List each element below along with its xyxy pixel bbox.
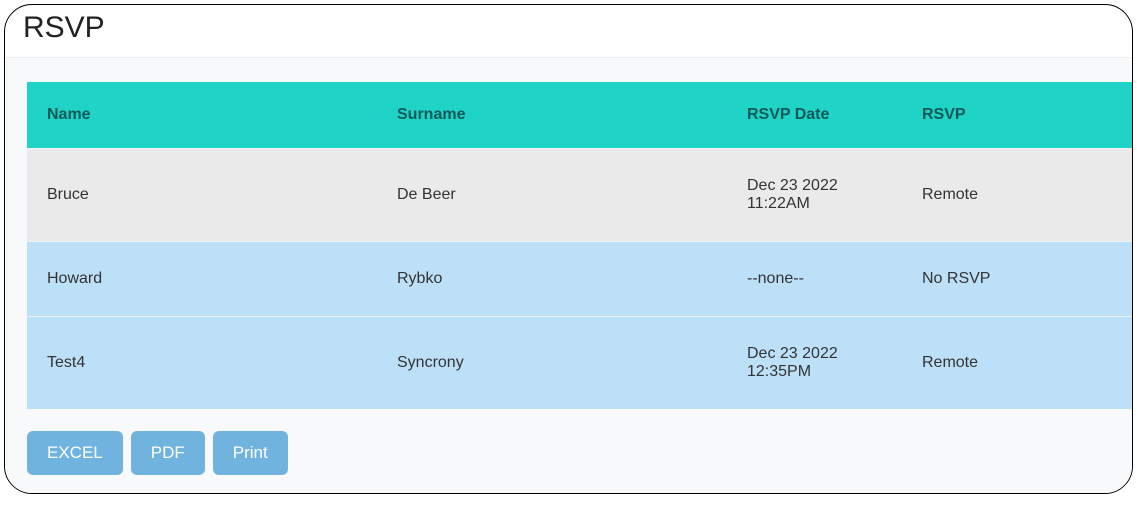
cell-surname: Syncrony <box>377 316 727 409</box>
cell-surname: Rybko <box>377 241 727 316</box>
col-header-rsvp[interactable]: RSVP <box>902 82 1132 148</box>
rsvp-card: RSVP Name Surname RSVP Date RSVP Bruce D… <box>4 4 1133 494</box>
col-header-surname[interactable]: Surname <box>377 82 727 148</box>
table-row: Bruce De Beer Dec 23 2022 11:22AM Remote <box>27 148 1132 241</box>
cell-surname: De Beer <box>377 148 727 241</box>
table-header-row: Name Surname RSVP Date RSVP <box>27 82 1132 148</box>
cell-name: Test4 <box>27 316 377 409</box>
col-header-date[interactable]: RSVP Date <box>727 82 902 148</box>
card-header: RSVP <box>5 5 1132 58</box>
table-row: Howard Rybko --none-- No RSVP <box>27 241 1132 316</box>
page-title: RSVP <box>23 11 1114 45</box>
card-body: Name Surname RSVP Date RSVP Bruce De Bee… <box>5 58 1132 493</box>
cell-name: Howard <box>27 241 377 316</box>
print-button[interactable]: Print <box>213 431 288 475</box>
table-wrap: Name Surname RSVP Date RSVP Bruce De Bee… <box>27 82 1132 409</box>
export-button-row: EXCEL PDF Print <box>27 431 1132 475</box>
table-row: Test4 Syncrony Dec 23 2022 12:35PM Remot… <box>27 316 1132 409</box>
cell-rsvp: Remote <box>902 316 1132 409</box>
cell-date: Dec 23 2022 11:22AM <box>727 148 902 241</box>
col-header-name[interactable]: Name <box>27 82 377 148</box>
cell-rsvp: No RSVP <box>902 241 1132 316</box>
cell-date: Dec 23 2022 12:35PM <box>727 316 902 409</box>
cell-rsvp: Remote <box>902 148 1132 241</box>
rsvp-table: Name Surname RSVP Date RSVP Bruce De Bee… <box>27 82 1132 409</box>
pdf-button[interactable]: PDF <box>131 431 205 475</box>
cell-name: Bruce <box>27 148 377 241</box>
excel-button[interactable]: EXCEL <box>27 431 123 475</box>
cell-date: --none-- <box>727 241 902 316</box>
